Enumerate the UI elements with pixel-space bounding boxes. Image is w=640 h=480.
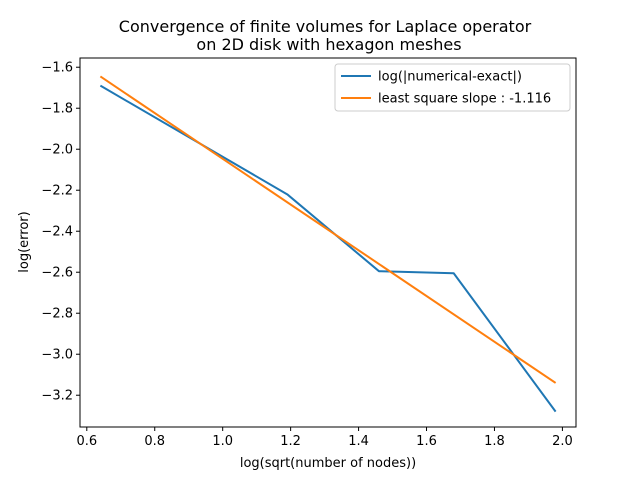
y-tick-label: −1.6 [41, 61, 73, 76]
plot-frame [79, 57, 577, 428]
y-tick-label: −2.0 [41, 143, 73, 158]
y-tick-label: −1.8 [41, 102, 73, 117]
x-tick-label: 0.8 [144, 434, 165, 449]
x-tick-label: 1.0 [212, 434, 233, 449]
y-tick-label: −3.0 [41, 348, 73, 363]
x-tick-label: 1.2 [280, 434, 301, 449]
legend: log(|numerical-exact|) least square slop… [334, 63, 571, 112]
y-tick-label: −2.6 [41, 266, 73, 281]
y-tick-label: −2.8 [41, 307, 73, 322]
legend-box [334, 63, 571, 112]
x-tick-label: 1.6 [416, 434, 437, 449]
series-line-0 [99, 84, 557, 413]
x-tick-label: 1.4 [348, 434, 369, 449]
x-axis: 0.6 0.8 1.0 1.2 1.4 1.6 1.8 2.0 [76, 427, 573, 449]
legend-label-least-square: least square slope : -1.116 [378, 92, 551, 107]
chart-title-line2: on 2D disk with hexagon meshes [196, 35, 461, 54]
y-axis-label: log(error) [17, 211, 32, 272]
x-axis-label: log(sqrt(number of nodes)) [240, 456, 416, 471]
y-tick-label: −3.2 [41, 389, 73, 404]
y-axis: −1.6 −1.8 −2.0 −2.2 −2.4 −2.6 −2.8 −3.0 −3.2 [41, 61, 80, 404]
x-tick-label: 0.6 [76, 434, 97, 449]
plot-series [99, 75, 557, 413]
legend-label-numerical: log(|numerical-exact|) [378, 70, 522, 85]
x-tick-label: 1.8 [484, 434, 505, 449]
chart-title-line1: Convergence of finite volumes for Laplac… [119, 17, 532, 36]
y-tick-label: −2.4 [41, 225, 73, 240]
series-line-1 [99, 75, 557, 384]
y-tick-label: −2.2 [41, 184, 73, 199]
x-tick-label: 2.0 [552, 434, 573, 449]
